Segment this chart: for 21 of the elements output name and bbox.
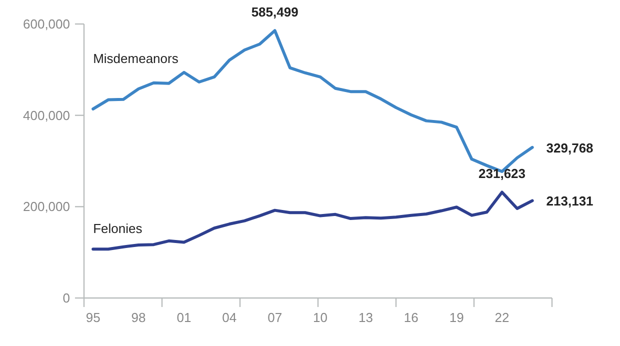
x-tick-label: 98 [131, 310, 146, 325]
y-tick-label: 200,000 [23, 199, 70, 214]
x-tick-label: 01 [176, 310, 192, 325]
y-tick-label: 400,000 [23, 108, 70, 123]
line-series [92, 190, 534, 251]
data-label: 231,623 [478, 166, 526, 182]
y-tick-label: 600,000 [23, 16, 70, 32]
x-tick-label: 95 [86, 310, 100, 325]
x-tick-label: 07 [268, 310, 282, 325]
x-tick-label: 22 [494, 310, 510, 325]
data-label: 585,499 [251, 4, 298, 20]
x-tick-label: 10 [313, 310, 328, 325]
x-tick-label: 13 [358, 310, 373, 325]
x-tick-label: 16 [404, 310, 418, 325]
y-tick-label: 0 [62, 290, 70, 306]
series-label: Felonies [93, 221, 143, 236]
series-label: Misdemeanors [93, 50, 179, 66]
data-label: 329,768 [546, 140, 594, 156]
x-tick-label: 04 [222, 310, 237, 325]
data-label: 213,131 [546, 194, 594, 209]
x-tick-label: 19 [449, 310, 464, 325]
